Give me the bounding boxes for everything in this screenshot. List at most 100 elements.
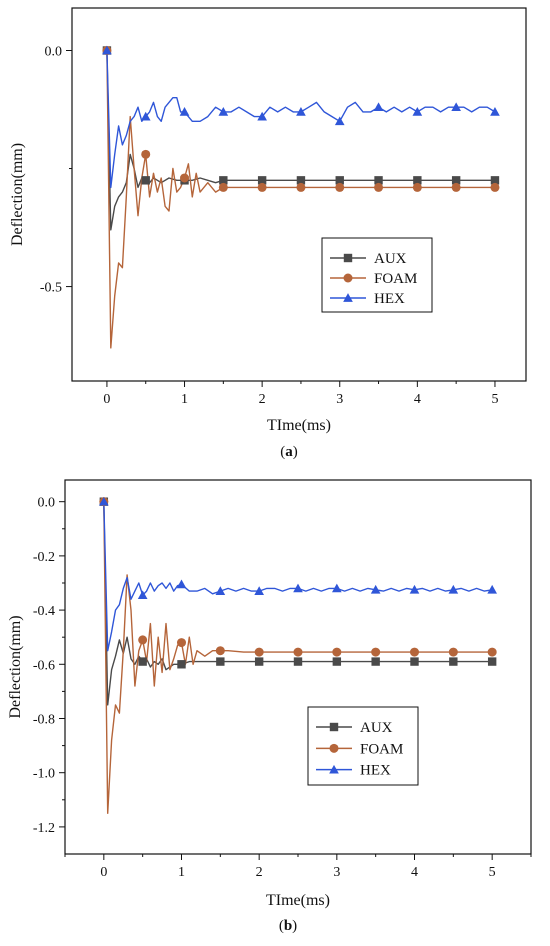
chart-panel-a: 0 1 2 3 4 5 0.0 -0.5 TIme(ms) Deflection(mm) AUX FO…: [9, 7, 527, 460]
data-point-foam: [451, 182, 461, 192]
y-tick-label: -0.4: [33, 604, 55, 619]
x-axis-title: TIme(ms): [267, 417, 331, 434]
data-point-hex: [137, 590, 148, 600]
data-point-hex: [140, 111, 151, 121]
data-point-foam: [296, 182, 306, 192]
data-point-aux: [219, 176, 228, 185]
data-point-hex: [373, 102, 384, 112]
data-point-hex: [257, 111, 267, 121]
data-point-hex: [102, 45, 112, 55]
data-point-hex: [99, 496, 109, 506]
legend-label-hex: HEX: [360, 763, 391, 779]
data-point-aux: [413, 176, 422, 185]
legend-label-aux: AUX: [374, 251, 407, 267]
data-point-aux: [254, 657, 264, 666]
x-tick-label: 0: [100, 865, 107, 880]
data-point-foam: [218, 182, 228, 192]
x-tick-label: 4: [411, 865, 418, 880]
panel-caption: (b): [279, 918, 297, 934]
legend-marker: [329, 764, 339, 774]
plot-frame: [64, 479, 532, 855]
legend-box: [321, 237, 433, 313]
data-point-foam: [177, 638, 186, 648]
x-tick-label: 4: [414, 392, 421, 407]
data-point-aux: [371, 657, 380, 666]
data-point-hex: [296, 107, 306, 116]
data-point-hex: [448, 584, 459, 594]
data-point-aux: [451, 176, 461, 185]
data-point-hex: [412, 107, 423, 116]
x-tick-label: 5: [491, 392, 498, 407]
x-tick-label: 1: [178, 865, 185, 880]
data-point-hex: [370, 584, 381, 594]
data-point-hex: [254, 586, 264, 595]
data-point-foam: [410, 647, 419, 657]
data-point-aux: [296, 176, 306, 185]
data-point-aux: [410, 657, 419, 666]
y-tick-label: -0.6: [33, 658, 55, 673]
x-tick-label: 3: [336, 392, 343, 407]
legend-label-hex: HEX: [374, 291, 405, 307]
x-axis-title: TIme(ms): [266, 892, 330, 909]
data-point-hex: [176, 579, 187, 589]
y-tick-label: 0.0: [45, 44, 63, 59]
data-point-foam: [487, 647, 497, 657]
y-tick-label: 0.0: [38, 496, 56, 511]
y-axis-title: Deflection(mm): [7, 615, 24, 718]
data-point-foam: [371, 647, 381, 657]
y-tick-label: -0.8: [33, 712, 55, 727]
x-tick-label: 2: [256, 865, 263, 880]
legend-label-foam: FOAM: [374, 271, 417, 287]
data-point-hex: [487, 584, 497, 594]
y-tick-label: -0.5: [40, 281, 62, 296]
data-point-hex: [179, 107, 190, 116]
data-point-aux: [490, 176, 500, 185]
y-axis-title: Deflection(mm): [9, 143, 26, 246]
data-point-aux: [138, 657, 147, 666]
series-line-foam: [106, 50, 495, 349]
data-point-hex: [409, 584, 420, 594]
x-tick-label: 1: [181, 392, 188, 407]
plot-frame: [71, 7, 527, 382]
data-point-hex: [332, 583, 342, 593]
data-point-foam: [215, 646, 225, 656]
series-line-aux: [103, 501, 493, 706]
data-point-foam: [448, 647, 458, 657]
data-point-hex: [451, 102, 461, 112]
legend-marker: [343, 293, 353, 302]
data-point-aux: [257, 176, 267, 185]
data-point-aux: [374, 176, 383, 185]
legend: AUX FOAM HEX: [321, 237, 433, 313]
legend: AUX FOAM HEX: [307, 706, 419, 786]
data-point-aux: [216, 657, 225, 666]
data-point-foam: [293, 647, 303, 657]
data-point-aux: [293, 657, 303, 666]
data-point-foam: [138, 635, 148, 645]
data-point-hex: [293, 583, 303, 593]
legend-marker: [343, 253, 353, 263]
y-tick-label: -1.2: [33, 821, 55, 836]
series-line-hex: [103, 501, 493, 652]
x-tick-label: 0: [103, 392, 110, 407]
data-point-foam: [257, 182, 267, 192]
panel-caption: (a): [280, 444, 298, 460]
x-tick-label: 2: [259, 392, 266, 407]
data-point-hex: [334, 116, 345, 126]
data-point-aux: [335, 176, 344, 185]
data-point-aux: [449, 657, 458, 666]
data-point-foam: [141, 149, 151, 159]
legend-marker: [329, 743, 339, 753]
series-line-hex: [106, 50, 496, 189]
legend-box: [307, 706, 419, 786]
data-point-aux: [141, 176, 150, 185]
data-point-foam: [374, 182, 384, 192]
x-tick-label: 5: [489, 865, 496, 880]
data-point-hex: [218, 107, 229, 116]
data-point-foam: [412, 182, 422, 192]
legend-marker: [343, 273, 353, 283]
data-point-aux: [332, 657, 342, 666]
chart-panel-b: 0 1 2 3 4 5 0.0 -0.2 -0.4 -0.6 -0.8 -1.0 -1.2 TIme(ms…: [7, 479, 532, 934]
y-tick-label: -0.2: [33, 550, 55, 565]
data-point-aux: [177, 660, 186, 669]
